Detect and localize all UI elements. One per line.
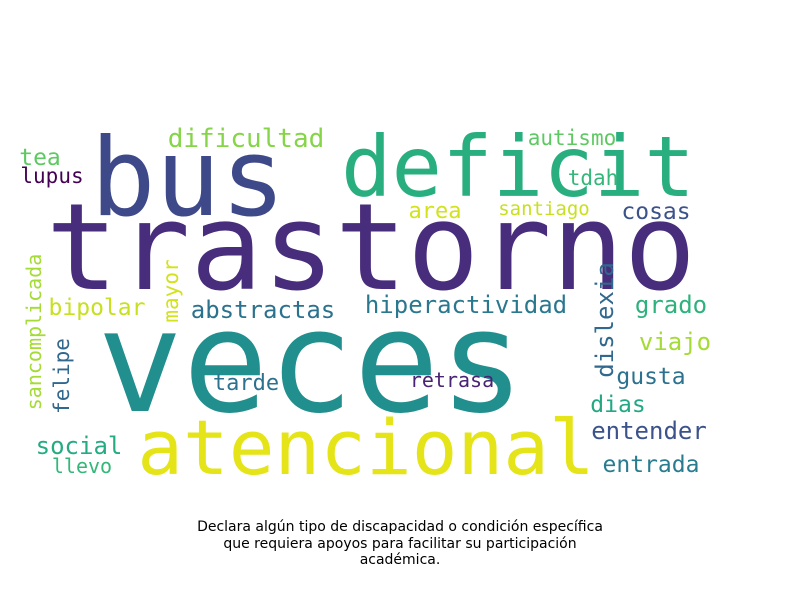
word-retrasa: retrasa: [410, 368, 494, 392]
word-social: social: [36, 432, 123, 460]
word-dislexia: dislexia: [591, 262, 619, 378]
word-llevo: llevo: [52, 454, 112, 478]
word-area: area: [409, 199, 462, 224]
word-tdah: tdah: [568, 166, 619, 190]
caption-line-1: Declara algún tipo de discapacidad o con…: [197, 519, 603, 535]
word-mayor: mayor: [159, 259, 183, 322]
word-felipe: felipe: [50, 338, 74, 414]
word-dificultad: dificultad: [168, 124, 325, 154]
word-sancomplicada: sancomplicada: [22, 254, 46, 411]
word-lupus: lupus: [20, 164, 83, 188]
word-viajo: viajo: [639, 328, 711, 356]
word-dias: dias: [590, 392, 645, 418]
caption-line-3: académica.: [359, 552, 441, 568]
word-deficit: deficit: [341, 118, 695, 216]
caption-line-2: que requiera apoyos para facilitar su pa…: [223, 535, 577, 552]
word-abstractas: abstractas: [191, 296, 336, 324]
word-entender: entender: [591, 417, 707, 445]
word-bipolar: bipolar: [49, 295, 146, 321]
word-atencional: atencional: [137, 403, 595, 492]
word-bus: bus: [90, 116, 285, 241]
word-entrada: entrada: [603, 452, 700, 478]
word-autismo: autismo: [528, 126, 617, 150]
word-cosas: cosas: [621, 199, 690, 225]
word-santiago: santiago: [498, 198, 590, 220]
chart-caption: Declara algún tipo de discapacidad o con…: [0, 519, 800, 569]
word-grado: grado: [635, 291, 707, 319]
word-veces: veces: [97, 280, 524, 445]
word-tarde: tarde: [213, 371, 279, 396]
word-trastorno: trastorno: [46, 179, 696, 318]
word-gusta: gusta: [616, 364, 685, 390]
word-tea: tea: [19, 145, 61, 171]
word-hiperactividad: hiperactividad: [365, 291, 567, 319]
